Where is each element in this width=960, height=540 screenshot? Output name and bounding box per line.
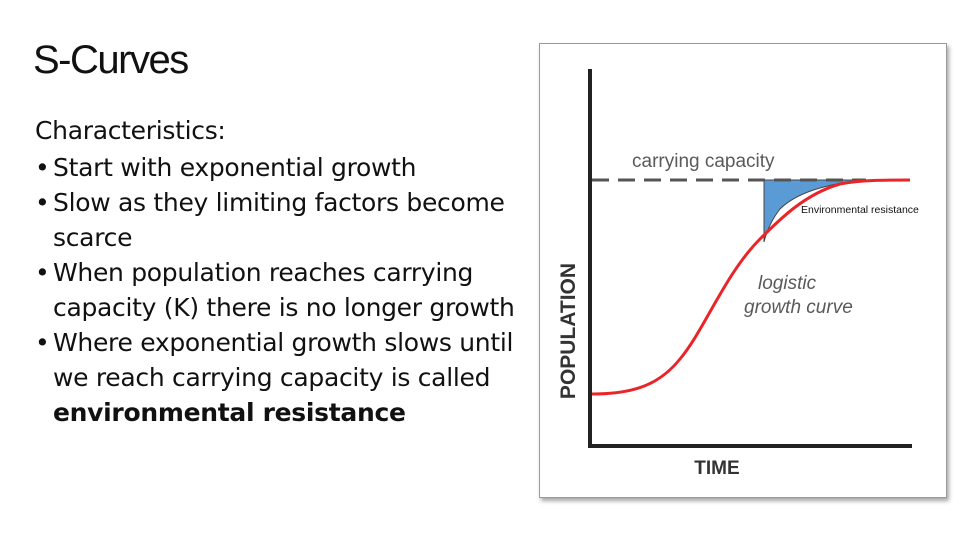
bullet-item: When population reaches carrying capacit… xyxy=(35,255,515,325)
carrying-capacity-label: carrying capacity xyxy=(632,151,775,172)
bullet-item-last: Where exponential growth slows until we … xyxy=(35,325,515,430)
slide-title: S-Curves xyxy=(33,38,189,82)
bullet-text: Where exponential growth slows until we … xyxy=(53,328,514,392)
environmental-resistance-label: Environmental resistance xyxy=(801,204,919,216)
curve-label-line2: growth curve xyxy=(744,297,853,318)
curve-label-line1: logistic xyxy=(758,273,817,294)
characteristics-heading: Characteristics: xyxy=(35,116,226,145)
y-axis-label: POPULATION xyxy=(557,263,580,399)
slide-body: Characteristics: Start with exponential … xyxy=(35,113,515,430)
bullet-item: Slow as they limiting factors become sca… xyxy=(35,185,515,255)
bullet-list: Start with exponential growth Slow as th… xyxy=(35,150,515,430)
bullet-item: Start with exponential growth xyxy=(35,150,515,185)
x-axis-label: TIME xyxy=(694,458,739,479)
logistic-growth-figure: POPULATION TIME carrying capacity logist… xyxy=(539,43,947,498)
figure-svg: POPULATION TIME carrying capacity logist… xyxy=(557,69,919,479)
logistic-growth-curve xyxy=(591,178,911,396)
bold-term: environmental resistance xyxy=(53,398,406,427)
